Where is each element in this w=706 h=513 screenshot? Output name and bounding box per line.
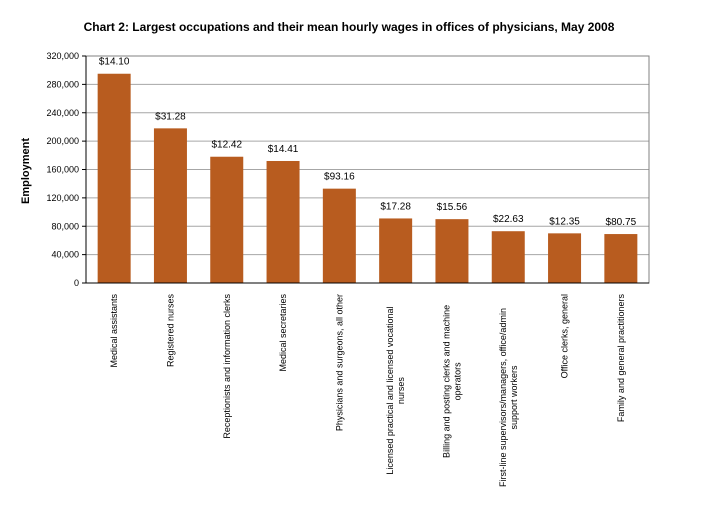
bar — [322, 188, 356, 283]
chart-title: Chart 2: Largest occupations and their m… — [84, 20, 615, 34]
category-labels: Medical assistants Registered nurses Recep… — [109, 294, 626, 487]
category-label-line: Office clerks, general — [560, 294, 570, 378]
category-label-line: Medical assistants — [109, 294, 119, 368]
data-label: $93.16 — [324, 172, 355, 183]
bar — [266, 160, 300, 283]
category-label-line: operators — [452, 362, 462, 401]
category-label: Family and general practitioners — [616, 294, 626, 423]
data-label: $14.10 — [99, 57, 130, 68]
category-label: Medical assistants — [109, 294, 119, 368]
bar — [548, 233, 582, 283]
category-label: Licensed practical and licensed vocation… — [385, 307, 406, 475]
category-label-line: Licensed practical and licensed vocation… — [385, 307, 395, 475]
category-label-line: Physicians and surgeons, all other — [334, 294, 344, 431]
category-label: First-line supervisors/managers, office/… — [498, 308, 519, 487]
y-tick-label: 80,000 — [51, 221, 79, 231]
category-label-line: First-line supervisors/managers, office/… — [498, 308, 508, 487]
y-tick-label: 40,000 — [51, 250, 79, 260]
bar — [379, 218, 413, 283]
category-label-line: Medical secretaries — [278, 294, 288, 372]
category-label: Office clerks, general — [560, 294, 570, 378]
data-label: $12.42 — [211, 140, 242, 151]
data-label: $14.41 — [268, 144, 299, 155]
category-label: Physicians and surgeons, all other — [334, 294, 344, 431]
bar — [604, 234, 638, 283]
y-tick-label: 320,000 — [46, 51, 79, 61]
category-label-line: Receptionists and information clerks — [222, 294, 232, 439]
category-label: Receptionists and information clerks — [222, 294, 232, 439]
y-tick-label: 0 — [74, 278, 79, 288]
category-label: Medical secretaries — [278, 294, 288, 372]
data-label: $80.75 — [606, 217, 637, 228]
data-label: $22.63 — [493, 214, 524, 225]
y-tick-label: 200,000 — [46, 136, 79, 146]
bar — [97, 73, 131, 283]
y-tick-label: 160,000 — [46, 165, 79, 175]
bars — [97, 73, 638, 283]
bar — [210, 156, 244, 283]
category-label: Registered nurses — [165, 294, 175, 368]
category-label-line: support workers — [509, 365, 519, 430]
y-axis-ticks: 0 40,000 80,000 120,000 160,000 200,000 240,00… — [46, 51, 87, 288]
bar — [491, 231, 525, 283]
data-labels: $14.10 $31.28 $12.42 $14.41 $93.16 $17.28 $15.… — [99, 57, 637, 228]
y-axis-label: Employment — [20, 138, 32, 204]
category-label: Billing and posting clerks and machineop… — [441, 305, 462, 458]
data-label: $15.56 — [437, 202, 468, 213]
y-tick-label: 240,000 — [46, 108, 79, 118]
bar — [435, 219, 469, 283]
data-label: $31.28 — [155, 111, 186, 122]
bar — [153, 128, 187, 283]
category-label-line: Registered nurses — [165, 294, 175, 368]
category-label-line: Billing and posting clerks and machine — [441, 305, 451, 458]
y-tick-label: 280,000 — [46, 79, 79, 89]
category-label-line: Family and general practitioners — [616, 294, 626, 423]
data-label: $12.35 — [549, 216, 580, 227]
data-label: $17.28 — [380, 201, 411, 212]
y-tick-label: 120,000 — [46, 193, 79, 203]
category-label-line: nurses — [396, 377, 406, 405]
